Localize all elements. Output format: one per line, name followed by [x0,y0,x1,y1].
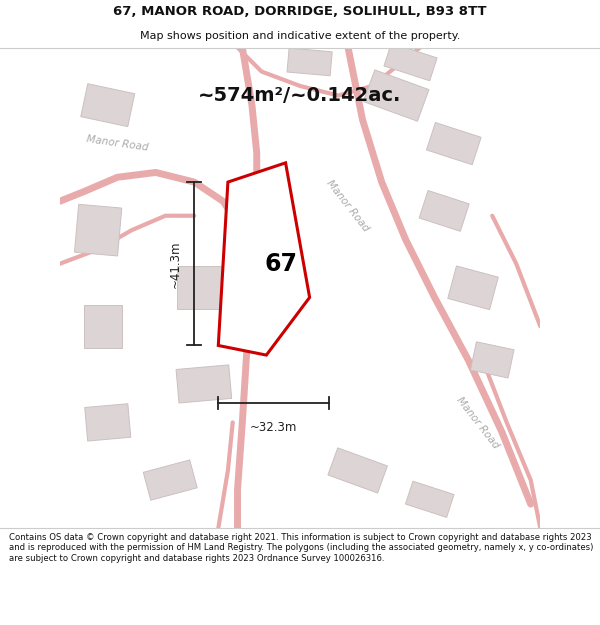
Text: Map shows position and indicative extent of the property.: Map shows position and indicative extent… [140,31,460,41]
Polygon shape [427,122,481,165]
Text: ~574m²/~0.142ac.: ~574m²/~0.142ac. [199,86,401,105]
Polygon shape [406,481,454,518]
Text: 67, MANOR ROAD, DORRIDGE, SOLIHULL, B93 8TT: 67, MANOR ROAD, DORRIDGE, SOLIHULL, B93 … [113,6,487,18]
Polygon shape [287,48,332,76]
Text: Manor Road: Manor Road [325,178,371,234]
Text: Contains OS data © Crown copyright and database right 2021. This information is : Contains OS data © Crown copyright and d… [9,533,593,562]
Text: Manor Road: Manor Road [86,134,149,153]
Polygon shape [448,266,498,309]
Polygon shape [81,84,135,127]
Polygon shape [218,163,310,355]
Polygon shape [470,342,514,378]
Polygon shape [328,448,388,493]
Polygon shape [85,404,131,441]
Polygon shape [143,460,197,500]
Polygon shape [84,304,122,348]
Polygon shape [363,70,429,121]
Polygon shape [176,365,232,403]
Polygon shape [178,266,230,309]
Text: 67: 67 [264,252,297,276]
Text: ~32.3m: ~32.3m [250,421,297,434]
Polygon shape [419,191,469,231]
Text: Manor Road: Manor Road [455,394,501,450]
Polygon shape [74,204,122,256]
Polygon shape [384,43,437,81]
Text: ~41.3m: ~41.3m [169,240,182,288]
